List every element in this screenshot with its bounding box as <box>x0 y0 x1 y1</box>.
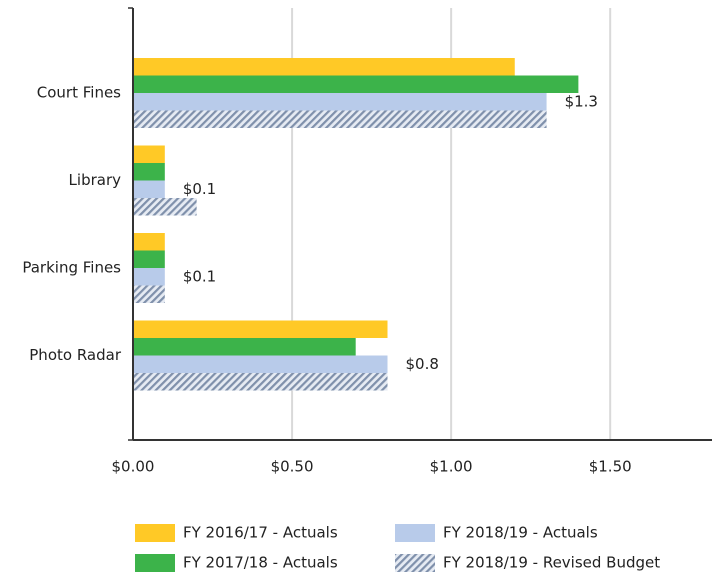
x-tick-label: $0.00 <box>112 458 155 476</box>
bar <box>133 338 356 356</box>
bar <box>133 233 165 251</box>
legend-label: FY 2017/18 - Actuals <box>183 554 338 572</box>
bar <box>133 198 197 216</box>
legend-swatch <box>135 524 175 542</box>
data-label: $0.1 <box>183 180 216 198</box>
data-label: $0.1 <box>183 267 216 285</box>
bar <box>133 75 579 93</box>
bar <box>133 320 388 338</box>
x-tick-label: $1.50 <box>589 458 632 476</box>
bar <box>133 250 165 268</box>
y-tick-label: Library <box>69 171 122 189</box>
bar <box>133 145 165 163</box>
legend-swatch <box>135 554 175 572</box>
legend-label: FY 2018/19 - Revised Budget <box>443 554 660 572</box>
bar <box>133 163 165 181</box>
x-tick-label: $0.50 <box>271 458 314 476</box>
legend-swatch <box>395 554 435 572</box>
y-tick-label: Parking Fines <box>22 259 121 277</box>
bar <box>133 110 547 128</box>
legend-swatch <box>395 524 435 542</box>
bar <box>133 268 165 286</box>
data-label: $0.8 <box>406 355 439 373</box>
bar <box>133 58 515 76</box>
bar <box>133 93 547 111</box>
data-label: $1.3 <box>565 92 598 110</box>
bar <box>133 355 388 373</box>
legend-label: FY 2016/17 - Actuals <box>183 524 338 542</box>
legend-label: FY 2018/19 - Actuals <box>443 524 598 542</box>
y-tick-label: Photo Radar <box>29 346 122 364</box>
bar <box>133 180 165 198</box>
bar <box>133 373 388 391</box>
x-tick-label: $1.00 <box>430 458 473 476</box>
y-tick-label: Court Fines <box>37 84 121 102</box>
bar <box>133 285 165 303</box>
